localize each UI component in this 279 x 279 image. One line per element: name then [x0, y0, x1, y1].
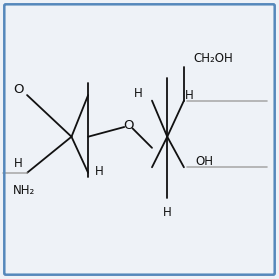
Text: H: H: [14, 157, 23, 170]
Text: H: H: [163, 206, 172, 219]
Text: H: H: [95, 165, 104, 178]
Text: O: O: [123, 119, 134, 132]
Text: O: O: [13, 83, 24, 96]
Text: H: H: [134, 87, 143, 100]
Text: NH₂: NH₂: [13, 184, 35, 197]
Text: CH₂OH: CH₂OH: [194, 52, 234, 66]
Text: H: H: [185, 88, 194, 102]
Text: OH: OH: [195, 155, 213, 168]
